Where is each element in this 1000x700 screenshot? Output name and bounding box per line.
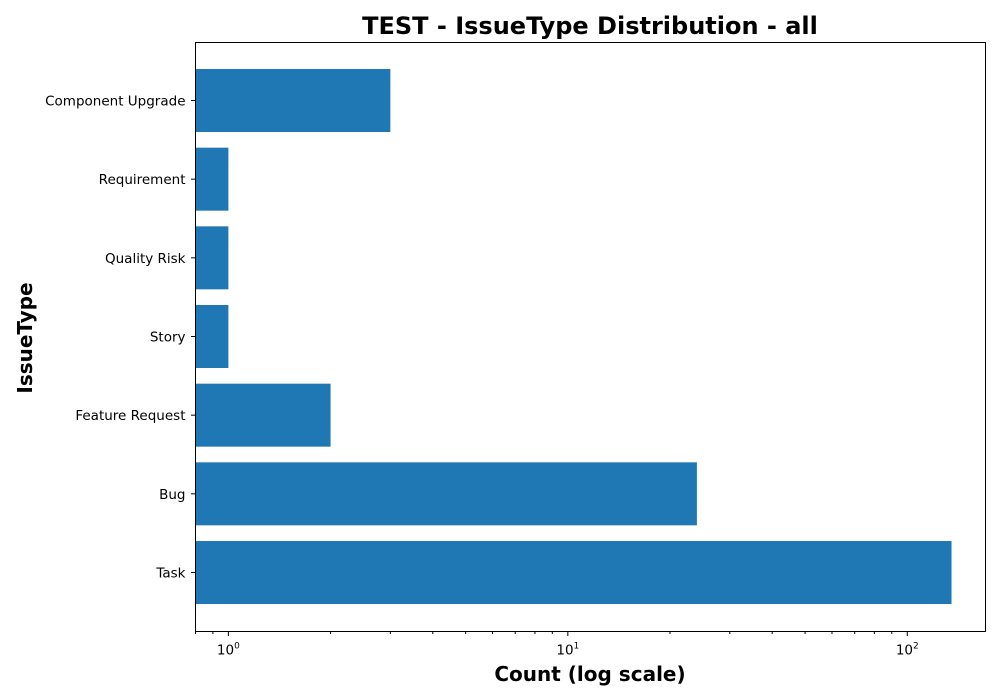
bar-feature-request xyxy=(195,383,331,447)
y-tick-label: Component Upgrade xyxy=(45,94,185,110)
y-tick-label: Feature Request xyxy=(75,408,185,424)
y-axis-ticks: Component Upgrade Requirement Quality Risk… xyxy=(45,94,196,582)
y-tick-label: Quality Risk xyxy=(105,251,186,267)
bar-task xyxy=(195,541,952,604)
x-axis-label: Count (log scale) xyxy=(494,662,685,686)
y-tick-label: Task xyxy=(155,566,185,582)
y-tick-label: Story xyxy=(150,330,186,346)
y-axis-label: IssueType xyxy=(13,282,37,393)
bar-bug xyxy=(195,462,697,526)
bar-component-upgrade xyxy=(195,69,391,132)
bar-story xyxy=(195,305,229,368)
bars-group xyxy=(195,69,952,604)
x-axis-ticks: 100 101 102 xyxy=(195,631,919,659)
y-tick-label: Requirement xyxy=(99,172,186,188)
x-tick-label: 100 xyxy=(217,642,240,659)
x-tick-label: 102 xyxy=(896,642,919,659)
chart-title: TEST - IssueType Distribution - all xyxy=(362,12,818,40)
bar-quality-risk xyxy=(195,226,229,290)
bar-requirement xyxy=(195,147,229,211)
x-tick-label: 101 xyxy=(556,642,579,659)
plot-frame xyxy=(195,42,986,632)
y-tick-label: Bug xyxy=(159,487,185,503)
